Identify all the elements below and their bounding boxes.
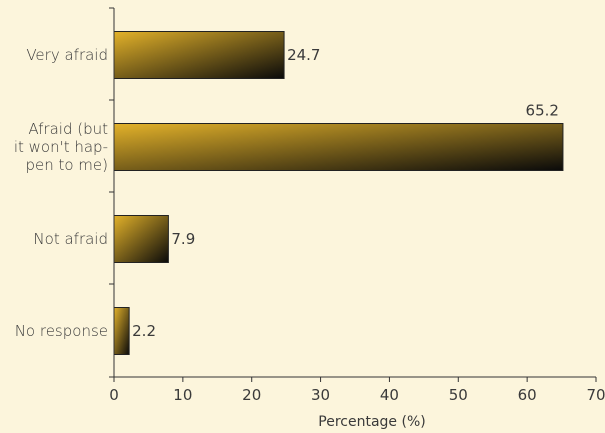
value-label-0: 24.7 <box>287 46 320 64</box>
x-tick-label-6: 60 <box>518 386 537 404</box>
x-tick-label-4: 40 <box>380 386 399 404</box>
category-label-0: Very afraid <box>26 46 108 64</box>
x-tick-label-7: 70 <box>586 386 605 404</box>
value-label-2: 7.9 <box>171 230 195 248</box>
category-label-1: Afraid (but it won't hap-pen to me) <box>14 120 108 174</box>
x-tick-label-1: 10 <box>173 386 192 404</box>
x-tick-label-2: 20 <box>242 386 261 404</box>
category-label-2: Not afraid <box>33 230 108 248</box>
x-tick-label-0: 0 <box>109 386 119 404</box>
bar-2 <box>113 215 169 263</box>
value-label-1: 65.2 <box>526 102 559 120</box>
x-tick-label-5: 50 <box>449 386 468 404</box>
category-label-3: No response <box>15 322 108 340</box>
x-tick-label-3: 30 <box>311 386 330 404</box>
bar-1 <box>113 123 564 171</box>
bar-0 <box>113 31 285 79</box>
bar-3 <box>113 307 130 355</box>
x-axis-title: Percentage (%) <box>318 414 425 430</box>
value-label-3: 2.2 <box>132 322 156 340</box>
